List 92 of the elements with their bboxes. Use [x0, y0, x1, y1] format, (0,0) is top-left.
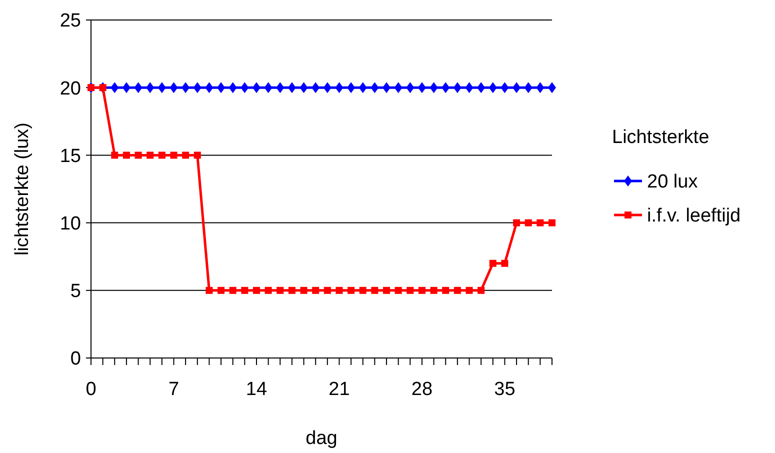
- point: [312, 286, 320, 294]
- x-tick-label: 35: [494, 379, 516, 400]
- point: [158, 152, 166, 159]
- point: [241, 286, 248, 294]
- point: [347, 82, 356, 94]
- point: [500, 82, 509, 94]
- point: [512, 82, 521, 94]
- point: [359, 286, 366, 294]
- point: [453, 82, 462, 94]
- point: [465, 82, 474, 94]
- point: [348, 286, 355, 294]
- x-tick-label: 14: [246, 379, 268, 400]
- point: [501, 260, 508, 267]
- point: [371, 286, 378, 294]
- x-tick-label: 7: [168, 379, 180, 400]
- y-axis-title: lichtsterkte (lux): [12, 122, 33, 256]
- point: [182, 152, 190, 159]
- point: [122, 152, 130, 159]
- point: [170, 82, 178, 94]
- legend-label: 20 lux: [647, 172, 698, 193]
- x-tick-label: 28: [411, 379, 433, 400]
- point: [442, 286, 450, 294]
- point: [324, 286, 331, 294]
- point: [264, 82, 272, 94]
- point: [536, 82, 544, 94]
- point: [513, 219, 520, 226]
- point: [430, 286, 438, 294]
- point: [240, 82, 249, 94]
- point: [406, 82, 414, 94]
- point: [489, 260, 496, 267]
- point: [300, 286, 308, 294]
- y-tick-label: 0: [70, 348, 81, 370]
- point: [442, 82, 450, 94]
- point: [276, 286, 284, 294]
- point: [418, 82, 426, 94]
- point: [205, 82, 214, 94]
- point: [146, 82, 154, 94]
- point: [524, 219, 532, 226]
- point: [524, 82, 532, 94]
- point: [477, 82, 486, 94]
- point: [288, 286, 296, 294]
- point: [488, 82, 497, 94]
- point: [252, 82, 260, 94]
- point: [466, 286, 473, 294]
- point: [182, 82, 190, 94]
- point: [122, 82, 130, 94]
- point: [478, 286, 485, 294]
- point: [536, 219, 544, 226]
- point: [394, 82, 402, 94]
- point: [110, 82, 119, 94]
- point: [276, 82, 284, 94]
- point: [134, 152, 142, 159]
- point: [206, 286, 213, 294]
- point: [323, 82, 332, 94]
- point: [158, 82, 166, 94]
- point: [548, 219, 556, 226]
- point: [300, 82, 308, 94]
- x-axis-title: dag: [306, 428, 338, 449]
- point: [264, 286, 272, 294]
- point: [454, 286, 461, 294]
- x-tick-label: 0: [86, 379, 96, 400]
- point: [382, 82, 391, 94]
- y-tick-label: 25: [60, 10, 81, 32]
- point: [111, 152, 118, 159]
- point: [430, 82, 438, 94]
- y-tick-label: 10: [60, 213, 81, 234]
- point: [370, 82, 379, 94]
- point: [193, 82, 202, 94]
- point: [229, 286, 236, 294]
- legend-title: Lichtsterkte: [612, 127, 710, 148]
- point: [170, 152, 178, 159]
- point: [394, 286, 402, 294]
- y-tick-label: 15: [60, 146, 81, 167]
- point: [228, 82, 237, 94]
- point: [312, 82, 320, 94]
- x-tick-label: 21: [328, 379, 350, 400]
- legend-label: i.f.v. leeftijd: [647, 206, 741, 227]
- point: [134, 82, 142, 94]
- point: [146, 152, 154, 159]
- point: [194, 152, 201, 159]
- point: [418, 286, 426, 294]
- y-tick-label: 20: [60, 78, 81, 100]
- point: [335, 82, 344, 94]
- point: [383, 286, 390, 294]
- point: [288, 82, 296, 94]
- point: [217, 82, 226, 94]
- point: [252, 286, 260, 294]
- point: [336, 286, 343, 294]
- point: [406, 286, 414, 294]
- y-tick-label: 5: [70, 281, 81, 302]
- point: [218, 286, 225, 294]
- point: [358, 82, 367, 94]
